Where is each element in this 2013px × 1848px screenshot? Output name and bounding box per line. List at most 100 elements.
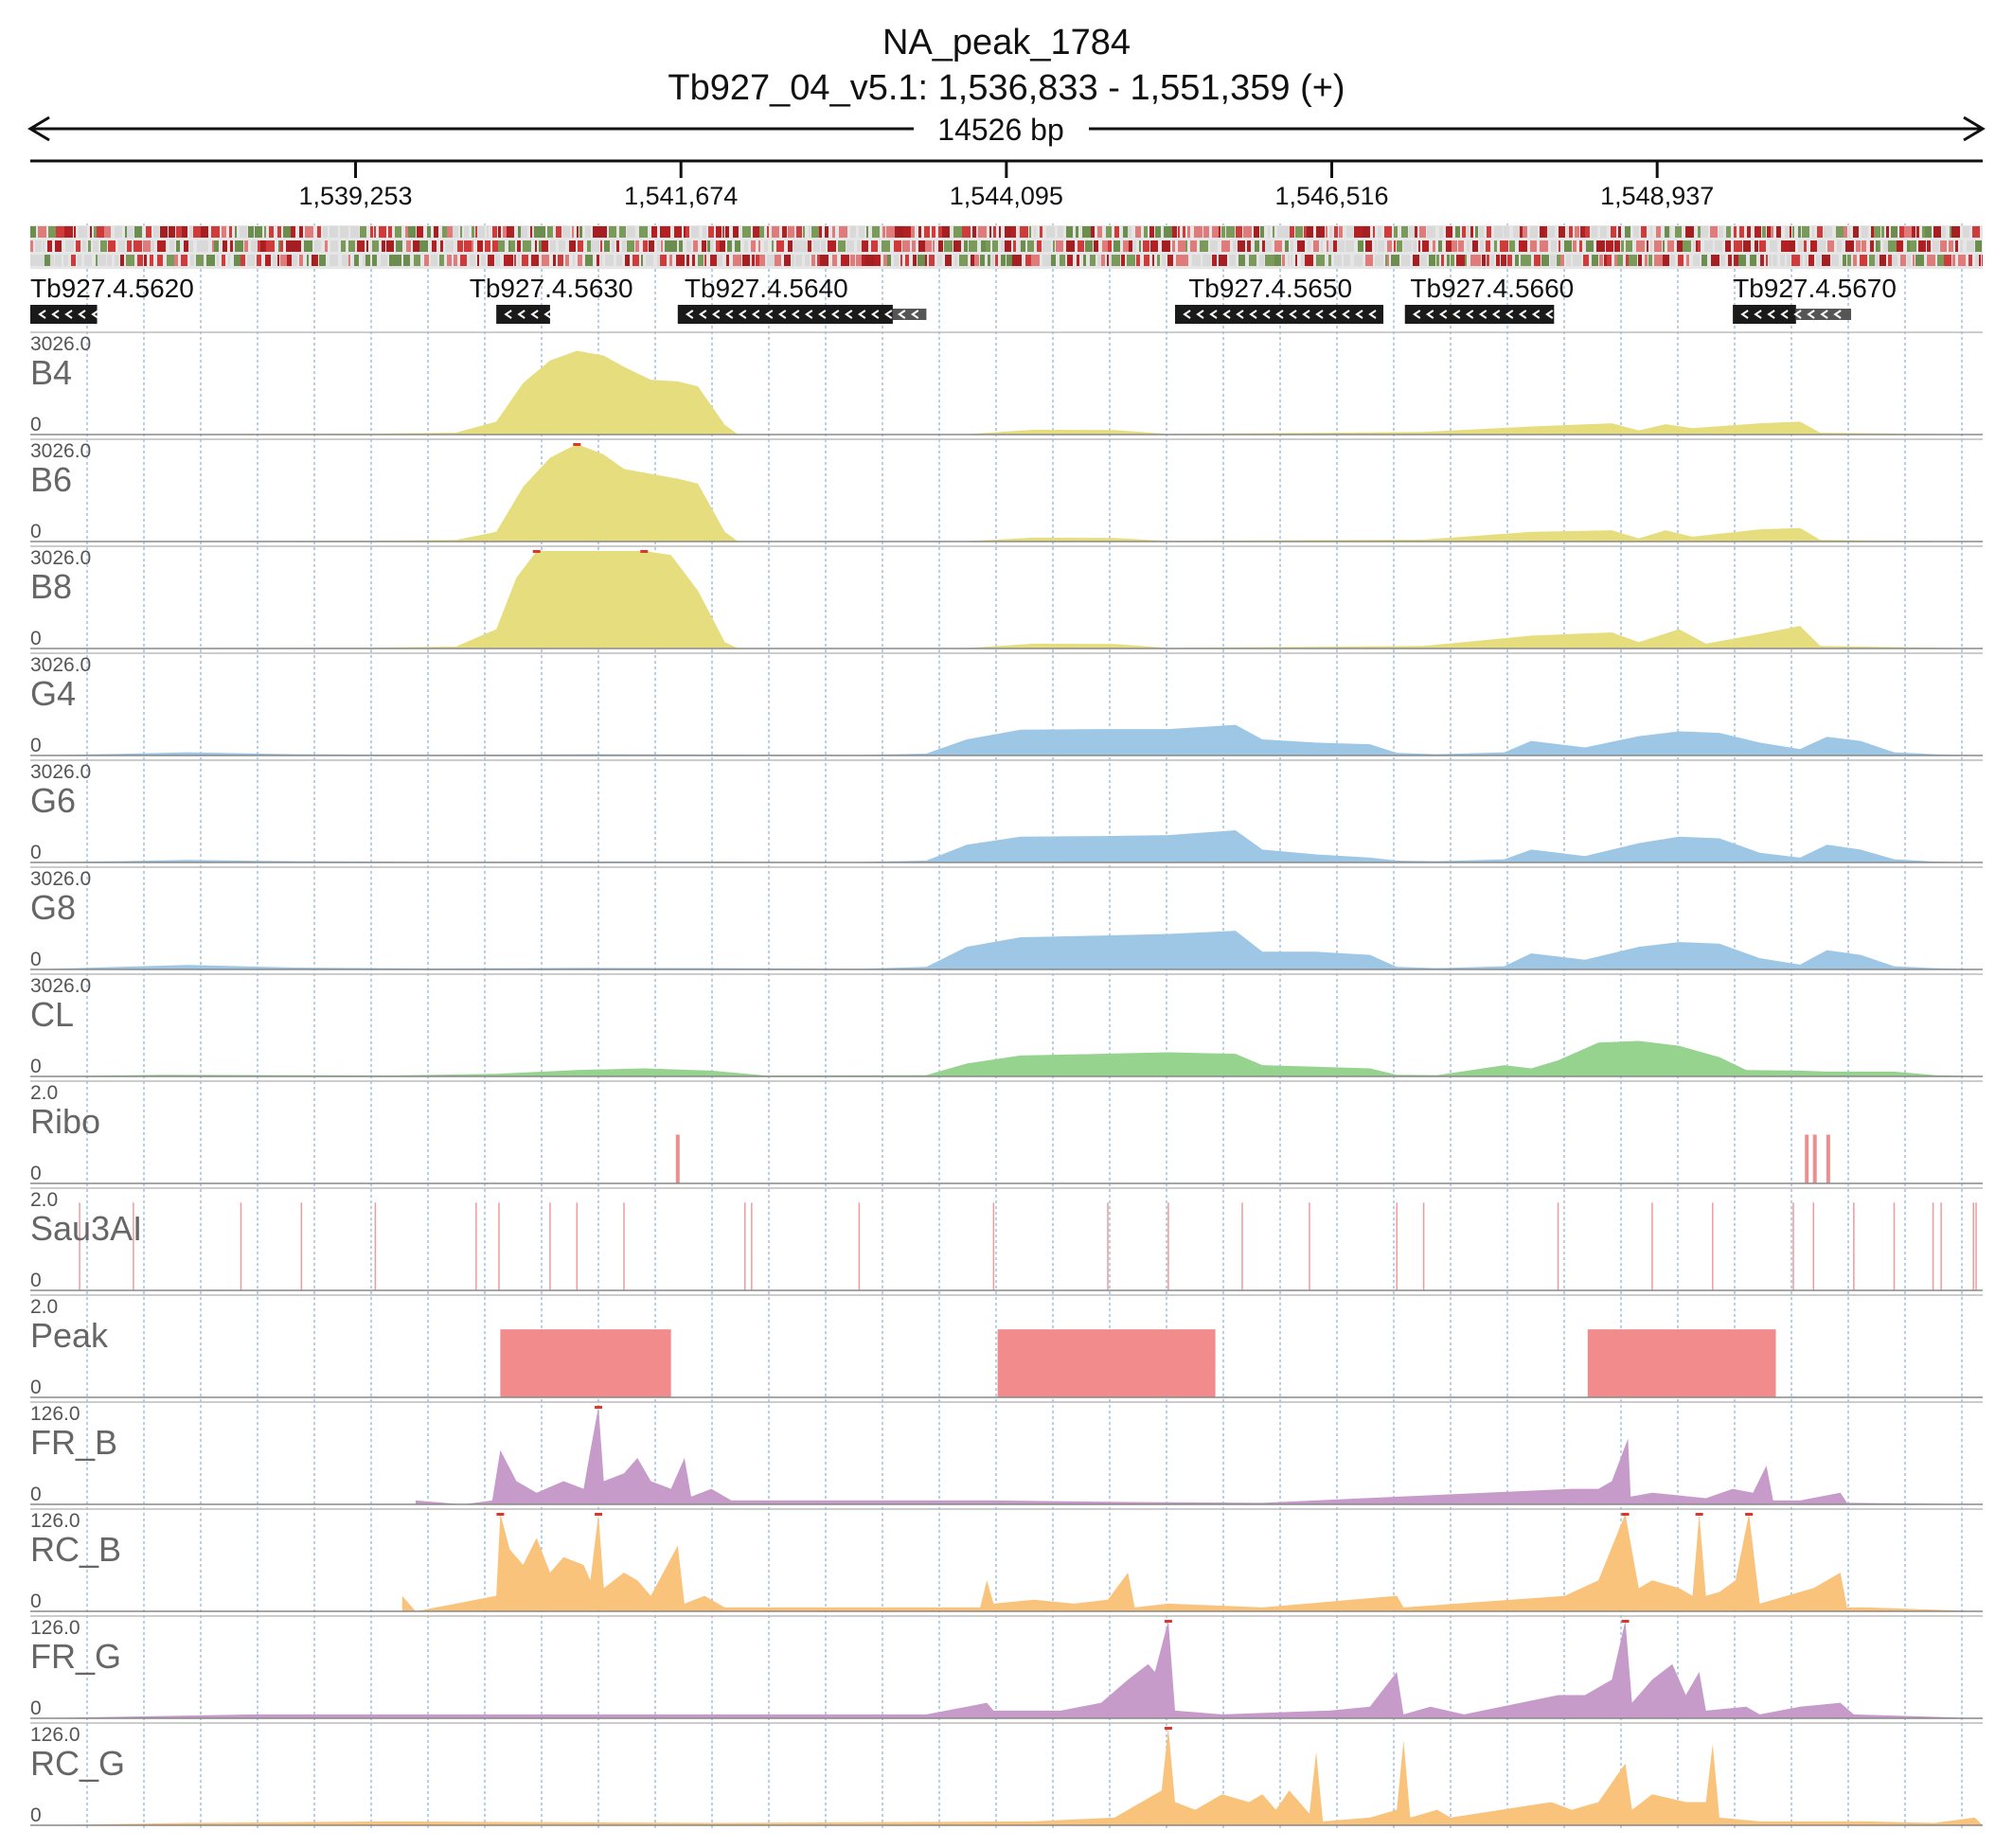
sequence-cell: [577, 226, 579, 238]
sequence-cell: [1686, 255, 1689, 266]
sequence-cell: [1848, 226, 1850, 238]
sequence-cell: [1544, 226, 1547, 238]
sequence-cell: [269, 226, 274, 238]
sequence-cell: [1259, 255, 1264, 266]
sequence-cell: [1339, 226, 1343, 238]
strand-arrow-icon: [910, 310, 919, 319]
sequence-cell: [294, 240, 301, 252]
sequence-cell: [1645, 255, 1648, 266]
sequence-cell: [825, 226, 828, 238]
sequence-cell: [1669, 255, 1675, 266]
sequence-cell: [1805, 255, 1808, 266]
sequence-cell: [514, 255, 516, 266]
sequence-cell: [788, 226, 794, 238]
sequence-cell: [646, 255, 653, 266]
sequence-cell: [1307, 226, 1313, 238]
sequence-cell: [134, 240, 142, 252]
sequence-cell: [1920, 240, 1923, 252]
sequence-cell: [212, 240, 214, 252]
strand-arrow-icon: [698, 310, 707, 319]
sequence-cell: [1817, 226, 1823, 238]
sequence-cell: [1019, 240, 1021, 252]
sequence-cell: [710, 240, 713, 252]
sequence-cell: [903, 226, 911, 238]
x-tick-label: 1,544,095: [950, 182, 1063, 210]
sequence-cell: [1328, 240, 1333, 252]
track-name: G6: [30, 781, 76, 820]
sequence-cell: [1037, 240, 1042, 252]
sequence-cell: [1066, 226, 1073, 238]
sequence-cell: [1136, 255, 1140, 266]
sequence-cell: [912, 240, 916, 252]
strand-arrow-icon: [1355, 310, 1363, 319]
sequence-cell: [379, 226, 386, 238]
clip-marker: [595, 1513, 603, 1516]
data-tracks: 3026.0B403026.0B603026.0B803026.0G403026…: [30, 331, 1983, 1826]
sequence-cell: [1006, 255, 1012, 266]
series-area: [30, 829, 1983, 862]
sequence-cell: [1607, 255, 1612, 266]
sequence-cell: [811, 226, 819, 238]
track-min-label: 0: [30, 1270, 42, 1291]
sequence-cell: [1221, 240, 1230, 252]
strand-arrow-icon: [1183, 310, 1191, 319]
sequence-cell: [1585, 226, 1590, 238]
sequence-cell: [181, 255, 187, 266]
sequence-cell: [251, 240, 258, 252]
sequence-cell: [1817, 240, 1826, 252]
sequence-cell: [1711, 255, 1719, 266]
sequence-cell: [1143, 240, 1149, 252]
sequence-cell: [1373, 226, 1375, 238]
sequence-cell: [1178, 240, 1185, 252]
series-area: [30, 931, 1983, 969]
sequence-cell: [1933, 240, 1939, 252]
sequence-cell: [1663, 255, 1669, 266]
sequence-cell: [1058, 226, 1063, 238]
sequence-cell: [992, 240, 998, 252]
sequence-cell: [1853, 255, 1857, 266]
sequence-cell: [211, 226, 220, 238]
sequence-cell: [1371, 255, 1373, 266]
strand-arrow-icon: [1222, 310, 1231, 319]
sequence-cell: [632, 255, 639, 266]
sequence-cell: [1656, 226, 1661, 238]
sequence-cell: [1860, 255, 1867, 266]
track-name: RC_B: [30, 1530, 121, 1569]
sequence-cell: [330, 240, 338, 252]
sequence-cell: [1559, 240, 1560, 252]
sequence-cell: [782, 226, 787, 238]
sequence-cell: [1439, 226, 1443, 238]
sequence-cell: [857, 240, 862, 252]
sequence-cell: [1378, 226, 1381, 238]
sequence-cell: [1475, 226, 1478, 238]
sequence-cell: [1743, 240, 1751, 252]
sequence-cell: [1836, 226, 1844, 238]
sequence-cell: [1693, 240, 1696, 252]
sequence-cell: [859, 226, 864, 238]
sequence-cell: [1822, 255, 1830, 266]
sequence-cell: [182, 226, 187, 238]
sequence-cell: [792, 255, 794, 266]
sequence-cell: [1185, 255, 1188, 266]
strand-arrow-icon: [1328, 310, 1337, 319]
sequence-cell: [1190, 240, 1197, 252]
sequence-cell: [504, 255, 511, 266]
sequence-cell: [662, 226, 670, 238]
sequence-cell: [1760, 255, 1764, 266]
sequence-cell: [733, 226, 739, 238]
sequence-cell: [1923, 240, 1926, 252]
sequence-cell: [255, 226, 262, 238]
sequence-cell: [1172, 240, 1175, 252]
clip-marker: [1621, 1513, 1630, 1516]
strand-arrow-icon: [1209, 310, 1218, 319]
sequence-cell: [1600, 226, 1607, 238]
sequence-cell: [820, 255, 828, 266]
sequence-cell: [1466, 226, 1470, 238]
sequence-cell: [692, 255, 695, 266]
sequence-cell: [753, 226, 759, 238]
sequence-cell: [1139, 240, 1141, 252]
sequence-cell: [432, 240, 436, 252]
sequence-cell: [1738, 255, 1746, 266]
sequence-cell: [1918, 240, 1920, 252]
sequence-cell: [1210, 240, 1218, 252]
